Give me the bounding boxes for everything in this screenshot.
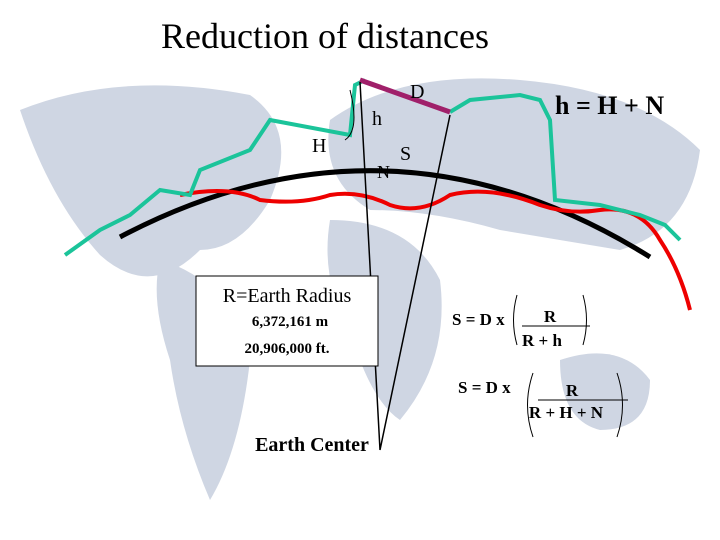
formula-denominator: R + h — [522, 331, 562, 350]
radial-lines — [359, 81, 451, 451]
formula-denominator: R + H + N — [529, 403, 604, 422]
formula-bracket — [513, 294, 587, 346]
formula-bracket — [527, 372, 623, 438]
brace-h — [344, 89, 355, 141]
radius-meters: 6,372,161 m — [252, 314, 329, 330]
center-label: Earth Center — [255, 434, 369, 456]
formula-numerator: R — [566, 381, 579, 400]
formulas: S = D x R R + h S = D x R R + H + N — [452, 294, 628, 438]
distance-d — [359, 77, 451, 115]
terrain — [63, 78, 682, 257]
radius-feet: 20,906,000 ft. — [245, 341, 330, 357]
relation: h = H + N — [555, 91, 664, 120]
ellipsoid — [118, 168, 652, 260]
title: Reduction of distances — [161, 16, 489, 56]
formula-lhs: S = D x — [452, 310, 505, 329]
label-H: H — [312, 135, 326, 157]
label-n: N — [377, 162, 390, 182]
label-h: h — [372, 108, 382, 130]
formula-numerator: R — [544, 307, 557, 326]
label-d: D — [410, 81, 424, 103]
radius-box — [195, 275, 379, 367]
formula-lhs: S = D x — [458, 378, 511, 397]
geoid — [179, 189, 692, 311]
label-s: S — [400, 143, 411, 165]
radius-heading: R=Earth Radius — [223, 285, 352, 307]
